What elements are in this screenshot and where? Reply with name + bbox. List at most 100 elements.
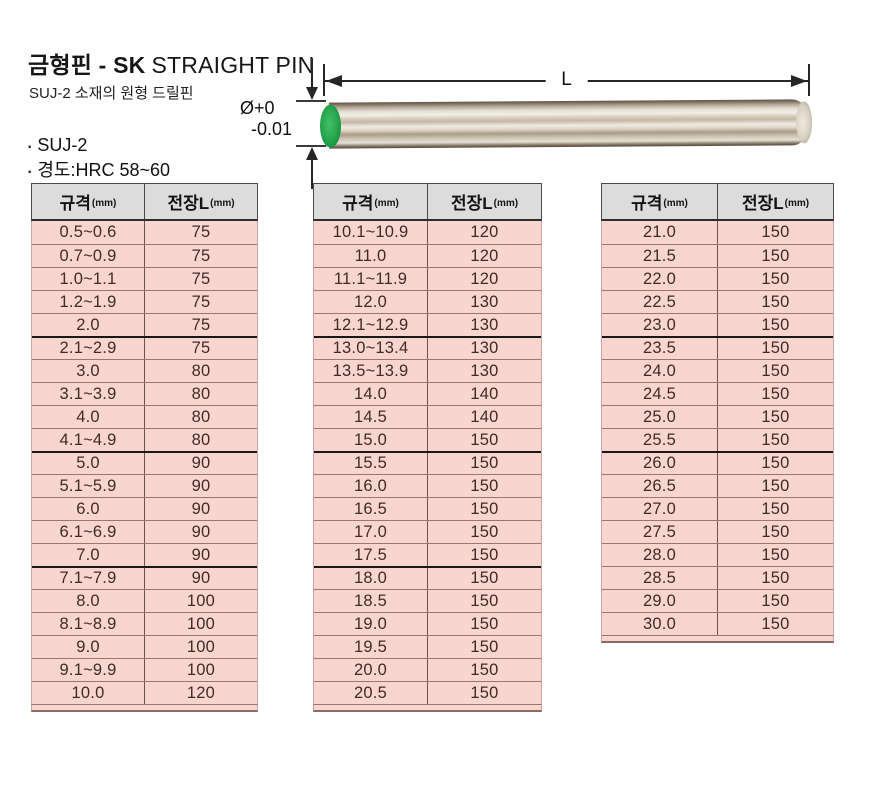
spec-cell: 7.1~7.9 [59,569,117,587]
unit-label: (mm) [493,197,519,209]
table-row: 12.0 130 [314,290,541,313]
bullet-dot: · [26,133,34,158]
length-column-header: 전장L (mm) [717,184,833,219]
unit-label: (mm) [663,197,688,209]
length-cell: 100 [144,590,257,612]
length-cell: 150 [427,453,541,474]
length-cell: 90 [144,568,257,589]
length-cell: 150 [717,245,833,267]
unit-label: (mm) [210,197,235,209]
table-row: 10.1~10.9 120 [314,221,541,244]
unit-label: (mm) [784,197,810,209]
length-cell: 100 [144,613,257,635]
table-row: 6.1~6.9 90 [32,520,257,543]
spec-cell: 26.0 [643,454,676,472]
length-cell: 150 [427,613,541,635]
spec-cell: 18.5 [354,591,387,610]
length-cell: 150 [427,429,541,451]
page-title-english: STRAIGHT PIN [151,52,315,78]
length-cell: 150 [427,568,541,589]
length-cell: 90 [144,453,257,474]
spec-cell: 24.5 [643,384,676,403]
length-cell: 150 [717,590,833,612]
length-cell: 90 [144,475,257,497]
length-label: L [545,67,588,93]
table-row: 28.0 150 [602,543,833,566]
page-subtitle: SUJ-2 소재의 원형 드릴핀 [29,85,194,102]
length-cell: 75 [144,338,257,359]
spec-cell: 18.0 [354,569,387,587]
diameter-tolerance-label: Ø+0 -0.01 [240,98,292,140]
table-row: 20.5 150 [314,681,541,704]
page-title: 금형핀 - SK STRAIGHT PIN [28,46,314,80]
length-cell: 150 [427,659,541,681]
arrow-up-icon [306,147,318,160]
length-cell: 75 [144,291,257,313]
spec-cell: 15.5 [354,454,387,472]
table-row: 27.5 150 [602,520,833,543]
spec-cell: 12.0 [354,292,387,311]
length-dimension: L [323,64,810,98]
spec-table-2: 규격 (mm) 전장L (mm) 10.1~10.9 120 11.0 120 11.1~1… [313,183,542,712]
spec-header-label: 규격 [342,194,374,213]
length-cell: 150 [717,567,833,589]
table-row: 14.5 140 [314,405,541,428]
arrow-left-icon [326,75,342,87]
length-cell: 80 [144,360,257,382]
table-row: 21.0 150 [602,221,833,244]
length-cell: 150 [717,360,833,382]
spec-cell: 7.0 [76,545,100,564]
table-header-row: 규격 (mm) 전장L (mm) [601,183,834,221]
bullet-dot: · [26,158,34,183]
table-row: 1.0~1.1 75 [32,267,257,290]
length-header-label: 전장L [167,194,210,213]
length-cell: 90 [144,544,257,566]
table-row: 23.5 150 [602,336,833,359]
length-cell: 150 [717,314,833,336]
table-footer-strip [313,704,542,712]
table-row: 12.1~12.9 130 [314,313,541,336]
table-row: 22.0 150 [602,267,833,290]
table-body: 10.1~10.9 120 11.0 120 11.1~11.9 120 12.0 130 12… [313,221,542,704]
table-row: 14.0 140 [314,382,541,405]
table-row: 15.5 150 [314,451,541,474]
table-header-row: 규격 (mm) 전장L (mm) [313,183,542,221]
table-body: 21.0 150 21.5 150 22.0 150 22.5 150 23.0 150 23.5 1… [601,221,834,635]
table-row: 0.7~0.9 75 [32,244,257,267]
dimension-tick [323,64,325,96]
table-header-row: 규격 (mm) 전장L (mm) [31,183,258,221]
spec-cell: 11.0 [354,246,387,265]
spec-cell: 8.1~8.9 [59,614,117,633]
table-body: 0.5~0.6 75 0.7~0.9 75 1.0~1.1 75 1.2~1.9 75 2.0 7… [31,221,258,704]
length-cell: 150 [427,498,541,520]
spec-cell: 27.5 [643,522,676,541]
length-cell: 75 [144,221,257,244]
spec-column-header: 규격 (mm) [32,184,144,219]
spec-cell: 23.5 [643,339,676,357]
length-cell: 150 [717,498,833,520]
length-cell: 90 [144,498,257,520]
table-row: 24.5 150 [602,382,833,405]
spec-cell: 6.0 [76,499,100,518]
arrow-right-icon [791,75,807,87]
table-row: 4.0 80 [32,405,257,428]
length-cell: 90 [144,521,257,543]
length-cell: 75 [144,314,257,336]
length-cell: 150 [717,338,833,359]
table-row: 3.0 80 [32,359,257,382]
table-row: 9.1~9.9 100 [32,658,257,681]
spec-cell: 22.5 [643,292,676,311]
pin-green-end [319,104,342,148]
spec-cell: 16.0 [354,476,387,495]
length-cell: 150 [427,636,541,658]
length-cell: 150 [427,590,541,612]
spec-cell: 24.0 [643,361,676,380]
length-cell: 150 [717,475,833,497]
spec-cell: 4.1~4.9 [59,430,117,449]
length-cell: 130 [427,360,541,382]
table-row: 24.0 150 [602,359,833,382]
arrow-down-icon [306,87,318,100]
spec-cell: 17.5 [354,545,387,564]
spec-cell: 21.5 [643,246,676,265]
length-cell: 150 [717,521,833,543]
